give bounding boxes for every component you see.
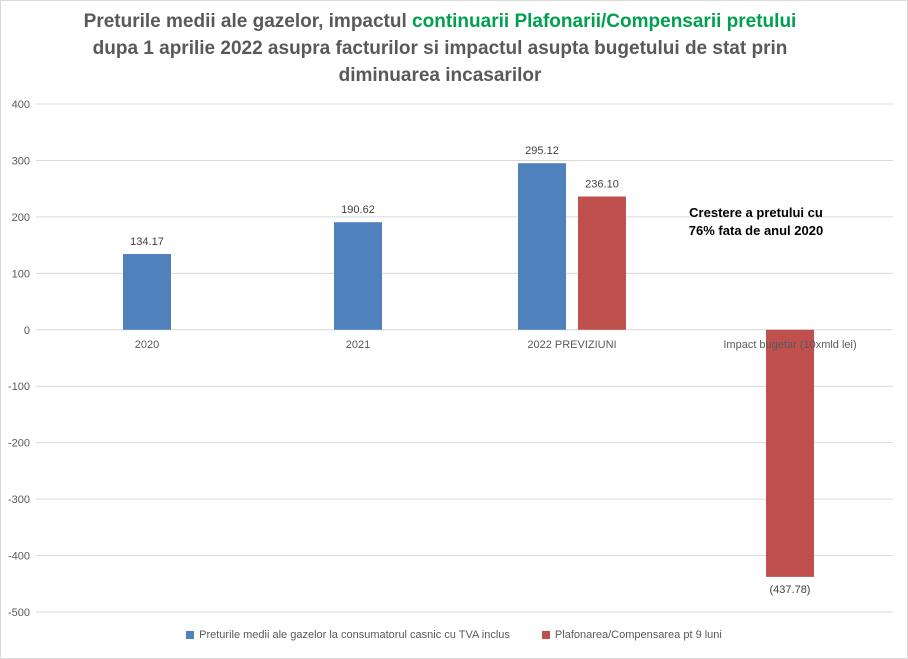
x-axis-categories: 2020 2021 2022 PREVIZIUNI Impact bugetar (1…	[135, 339, 857, 351]
price-increase-annotation: Crestere a pretului cu 76% fata de anul …	[688, 205, 824, 238]
y-tick-label: 400	[12, 99, 30, 111]
x-category-label: 2020	[135, 339, 159, 351]
y-tick-label: 200	[12, 212, 30, 224]
y-tick-label: 0	[24, 325, 30, 337]
legend-label: Plafonarea/Compensarea pt 9 luni	[554, 629, 722, 641]
data-label: 190.62	[341, 204, 375, 216]
bar-series1-1	[334, 222, 382, 330]
y-tick-label: -100	[8, 381, 30, 393]
legend-swatch	[541, 631, 550, 639]
legend-swatch	[186, 631, 195, 639]
y-tick-label: 300	[12, 155, 30, 167]
title-part-2: dupa 1 aprilie 2022 asupra facturilor si…	[92, 38, 788, 86]
y-axis-ticks: 400 300 200 100 0 -100 -200 -300 -400 -500	[8, 99, 30, 619]
x-category-label: 2022 PREVIZIUNI	[527, 339, 616, 351]
bar-series1-2	[518, 163, 566, 330]
title-part-1: Preturile medii ale gazelor, impactul	[83, 11, 413, 32]
legend-item-series1: Preturile medii ale gazelor la consumato…	[186, 629, 510, 641]
legend-label: Preturile medii ale gazelor la consumato…	[199, 629, 510, 641]
legend: Preturile medii ale gazelor la consumato…	[0, 629, 908, 641]
data-labels: 134.17 190.62 295.12 236.10 (437.78)	[130, 145, 810, 596]
y-tick-label: -500	[8, 607, 30, 619]
bars	[123, 163, 814, 577]
y-tick-label: -300	[8, 494, 30, 506]
bar-series1-0	[123, 254, 171, 330]
bar-series2-3	[766, 329, 814, 577]
chart-title: Preturile medii ale gazelor, impactul co…	[60, 8, 820, 89]
data-label: 134.17	[130, 236, 164, 248]
title-highlight: continuarii Plafonarii/Compensarii pretu…	[412, 11, 797, 32]
y-tick-label: -200	[8, 438, 30, 450]
data-label: (437.78)	[770, 584, 811, 596]
x-category-label: Impact bugetar (10xmld lei)	[723, 339, 856, 351]
bar-series2-2	[578, 196, 626, 330]
data-label: 236.10	[585, 179, 619, 191]
x-category-label: 2021	[346, 339, 370, 351]
y-tick-label: 100	[12, 268, 30, 280]
data-label: 295.12	[525, 145, 559, 157]
legend-item-series2: Plafonarea/Compensarea pt 9 luni	[541, 629, 722, 641]
grid-lines	[36, 103, 893, 613]
y-tick-label: -400	[8, 551, 30, 563]
